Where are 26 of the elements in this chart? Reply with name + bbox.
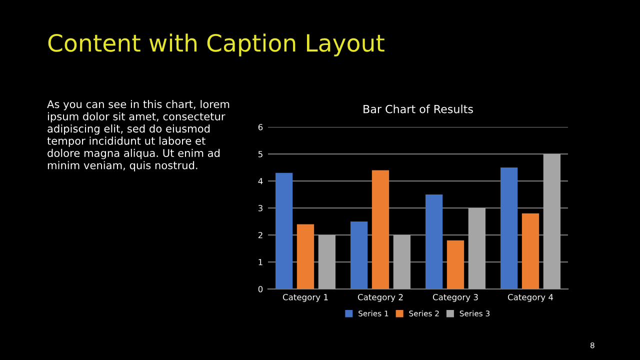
y-tick-label: 2: [258, 232, 262, 238]
y-tick-label: 4: [258, 178, 263, 184]
x-tick-label: Category 4: [508, 294, 554, 302]
y-tick-label: 3: [258, 204, 262, 212]
bar: [318, 235, 336, 289]
bar: [426, 194, 443, 289]
y-tick-label: 5: [258, 151, 262, 158]
chart-subtitle: Bar Chart of Results: [364, 104, 473, 114]
y-tick-label: 1: [258, 259, 262, 266]
bar: [372, 170, 390, 289]
y-tick-label: 6: [258, 124, 263, 130]
y-tick-label: 0: [258, 286, 263, 292]
bar: [446, 240, 464, 289]
bar: [500, 168, 518, 289]
x-tick-label: Category 1: [282, 294, 328, 302]
text: As you can see in this chart, lorem ipsum dolor sit amet, consectetur adipiscing elit, sed do eiusmod tempor incididunt ut labore et dolore magna aliqua. Ut enim ad minim veniam, quis nostrud.: [47, 100, 230, 172]
bar: [296, 224, 314, 289]
bar: [522, 213, 540, 289]
x-tick-label: Category 3: [432, 294, 478, 302]
chart-title: Content with Caption Layout: [48, 34, 384, 56]
x-tick-label: Category 2: [358, 294, 403, 302]
bar: [350, 222, 368, 289]
bar: [276, 172, 293, 289]
bar: [468, 208, 486, 289]
bar: [393, 235, 410, 289]
bar: [543, 154, 560, 289]
